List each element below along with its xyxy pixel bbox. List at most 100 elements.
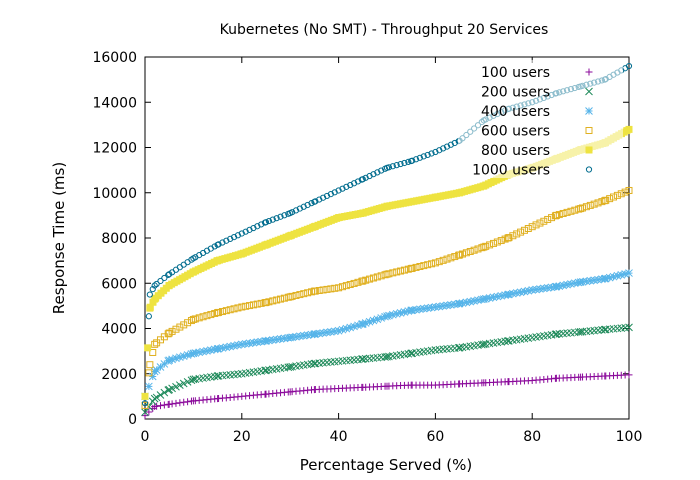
data-point [168,327,176,335]
y-tick-label: 2000 [101,367,137,383]
data-point [146,303,154,311]
data-point [470,246,478,254]
data-point [416,305,424,314]
data-point [451,253,459,261]
data-point [253,300,261,308]
data-point [428,260,436,268]
data-point [366,275,374,283]
data-point [470,297,478,305]
data-point [524,286,533,295]
data-point [327,285,335,293]
data-point [609,272,618,281]
data-point [284,333,293,342]
data-point [381,271,389,279]
data-point [362,276,370,284]
data-point [582,203,590,211]
data-point [226,342,235,351]
axes: 0 20 40 60 80 100 0 2000 4000 6000 8000 10000 12000 1… [92,50,642,445]
data-point [176,399,184,407]
data-point [184,398,192,406]
data-point [408,264,416,272]
data-point [563,280,571,289]
data-point [505,290,513,299]
data-point [389,163,396,170]
data-point [156,402,164,410]
data-point [443,301,451,310]
data-point [481,294,490,303]
data-point [594,199,602,207]
data-point [575,205,583,213]
data-point [431,259,439,267]
data-point [141,400,149,407]
data-point [532,221,540,229]
data-point [303,331,312,339]
data-point [520,287,529,296]
legend-marker [585,87,593,96]
data-point [338,283,346,291]
legend-label: 800 users [481,143,550,159]
data-point [520,226,528,234]
data-point [578,277,587,286]
data-point [512,289,521,297]
data-point [579,204,587,212]
data-point [249,338,258,347]
data-point [334,326,343,335]
data-point [175,353,184,362]
data-point [152,393,161,402]
data-point [358,277,366,285]
data-point [304,289,312,297]
data-point [544,215,552,223]
data-point [269,297,277,305]
data-point [292,291,300,299]
data-point [261,299,269,307]
data-point [246,302,254,310]
data-point [215,308,223,316]
data-point [164,330,172,338]
data-point [296,291,304,299]
data-point [144,344,152,352]
data-point [164,357,173,365]
data-point [532,285,540,294]
data-point [424,261,432,269]
data-point [485,294,494,302]
data-point [435,302,444,311]
data-point [428,381,436,389]
data-point [141,401,149,409]
legend-marker-symbol [585,87,593,96]
legend-label: 600 users [481,124,550,140]
data-point [420,262,428,270]
data-point [180,398,188,406]
data-point [598,275,606,283]
data-point [548,214,556,222]
y-tick-label: 16000 [92,50,137,66]
data-point [524,377,532,385]
data-point [606,195,614,203]
data-point [160,401,168,409]
data-point [482,242,490,250]
data-point [315,286,323,294]
legend-background [458,60,623,178]
legend-label: 400 users [481,104,550,120]
data-point [261,219,269,226]
data-point [218,308,226,316]
data-point [253,338,262,347]
data-point [149,286,156,293]
data-point [261,337,269,345]
data-point [396,309,405,317]
data-point [497,291,506,300]
legend-label: 100 users [481,65,550,81]
data-point [168,355,176,364]
data-point [354,278,362,286]
data-point [284,293,292,301]
data-point [288,292,296,300]
data-point [342,282,350,290]
data-point [509,232,517,240]
data-point [184,319,192,327]
data-point [269,216,276,223]
series-100-users [141,371,633,420]
legend-marker [585,107,593,115]
data-point [419,304,428,313]
series-600-users [141,186,633,409]
data-point [156,363,165,371]
data-point [459,250,467,258]
